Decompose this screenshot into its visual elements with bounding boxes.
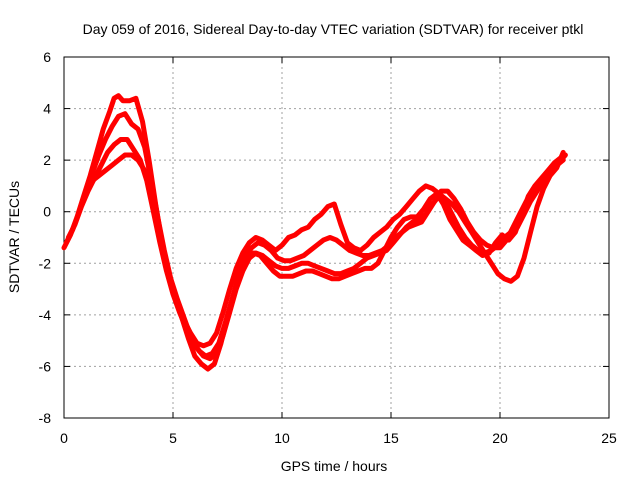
plot-frame — [63, 56, 610, 419]
chart-title: Day 059 of 2016, Sidereal Day-to-day VTE… — [83, 21, 584, 37]
y-tick-label: -2 — [39, 255, 52, 271]
x-tick-label: 25 — [601, 430, 617, 446]
y-tick-label: -8 — [39, 410, 52, 426]
axis-ticks: 0 5 10 15 20 25 -8 -6 -4 -2 0 2 4 6 — [39, 49, 617, 446]
y-tick-label: 2 — [43, 152, 51, 168]
x-tick-label: 5 — [169, 430, 177, 446]
y-axis-label: SDTVAR / TECUs — [6, 181, 22, 293]
y-tick-label: -4 — [39, 307, 52, 323]
x-tick-label: 10 — [274, 430, 290, 446]
series-line-4 — [89, 149, 566, 349]
series-line-2 — [63, 111, 566, 362]
x-axis-label: GPS time / hours — [281, 458, 388, 474]
x-tick-label: 20 — [492, 430, 508, 446]
y-tick-label: 0 — [43, 204, 51, 220]
y-tick-label: -6 — [39, 358, 52, 374]
x-tick-label: 0 — [60, 430, 68, 446]
y-tick-label: 6 — [43, 49, 51, 65]
y-tick-label: 4 — [43, 101, 51, 117]
series-layer — [61, 93, 568, 372]
x-tick-label: 15 — [383, 430, 399, 446]
